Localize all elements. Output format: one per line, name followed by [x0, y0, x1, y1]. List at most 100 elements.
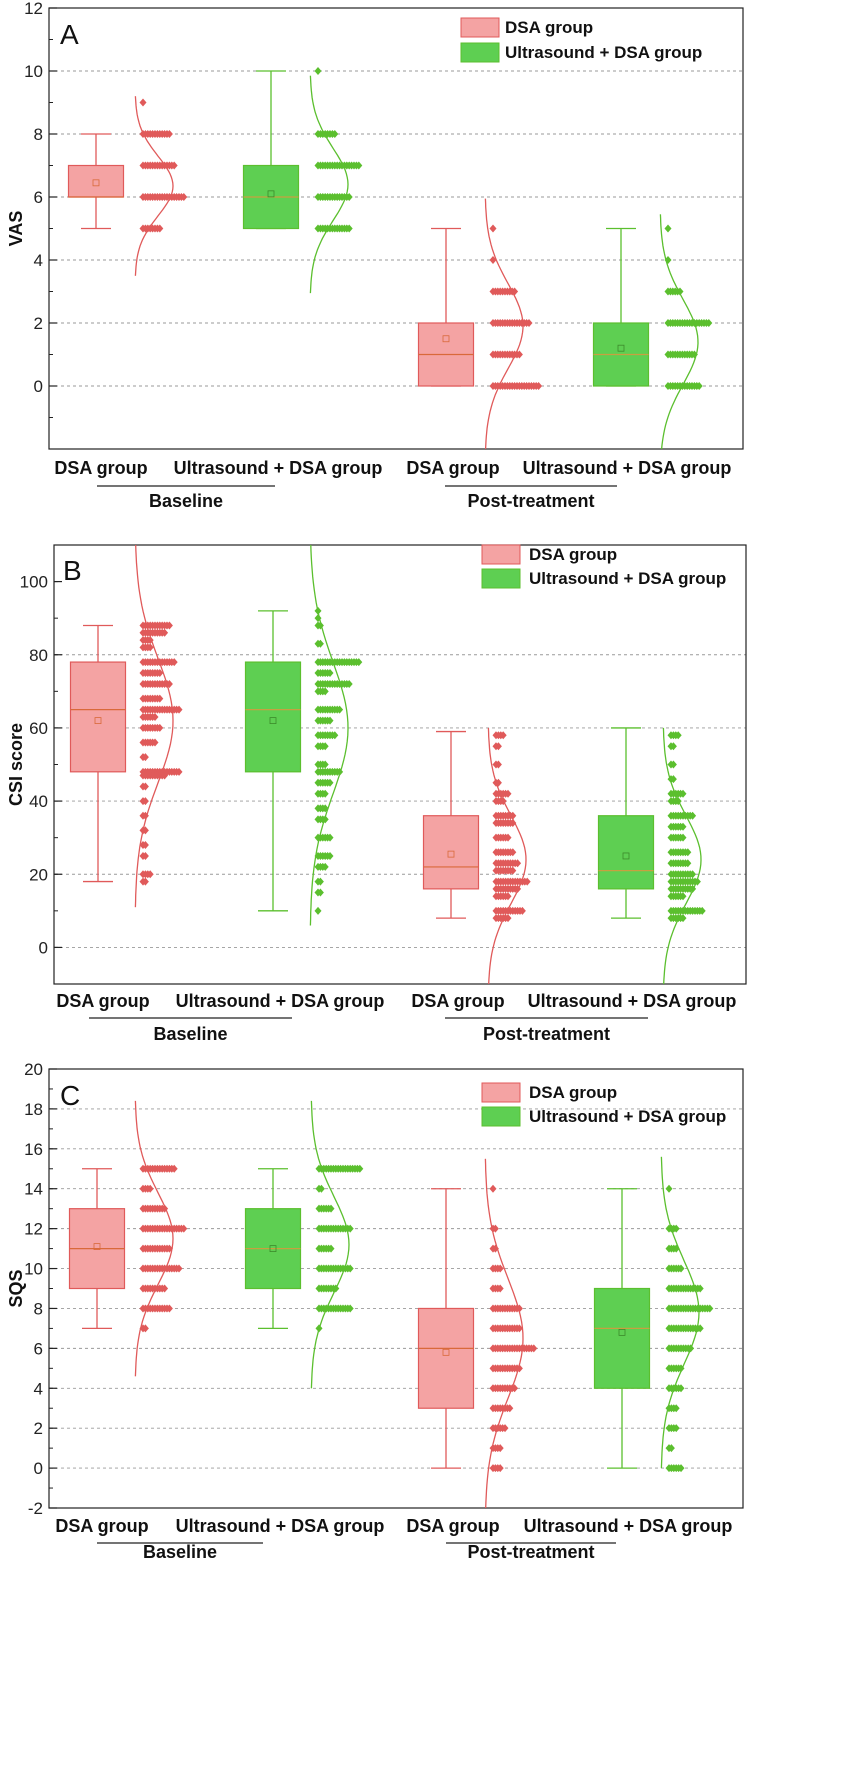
data-point	[696, 1284, 704, 1293]
data-point	[141, 797, 149, 806]
data-point	[141, 753, 149, 762]
density-curve	[309, 544, 349, 926]
data-point	[161, 628, 169, 637]
data-point	[491, 1224, 499, 1233]
data-point	[504, 892, 512, 901]
data-point	[170, 658, 178, 667]
y-tick-label: 4	[34, 1379, 43, 1398]
group-1	[69, 544, 183, 908]
y-tick-label: 10	[24, 1260, 43, 1279]
category-label: DSA group	[54, 458, 147, 478]
category-label: DSA group	[411, 991, 504, 1011]
data-point	[489, 1184, 497, 1193]
plot-frame	[53, 544, 747, 985]
density-curve	[310, 1100, 350, 1389]
data-point	[530, 1344, 538, 1353]
legend-label: DSA group	[529, 1083, 617, 1102]
category-label: DSA group	[56, 991, 149, 1011]
data-point	[170, 161, 178, 170]
data-point	[316, 639, 324, 648]
category-label: DSA group	[406, 1516, 499, 1536]
y-tick-label: 60	[29, 719, 48, 738]
mean-marker	[269, 1245, 277, 1252]
data-point	[496, 1284, 504, 1293]
data-point	[504, 789, 512, 798]
data-point	[345, 680, 353, 689]
timepoint-label: Post-treatment	[467, 1542, 594, 1562]
density-curve	[309, 75, 349, 294]
legend-label: Ultrasound + DSA group	[529, 1107, 726, 1126]
data-point	[321, 742, 329, 751]
data-point	[496, 1464, 504, 1473]
data-point	[489, 256, 497, 264]
box	[422, 815, 480, 890]
data-point	[151, 712, 159, 721]
data-point	[489, 224, 497, 233]
mean-marker	[269, 717, 277, 724]
category-label: Ultrasound + DSA group	[176, 1516, 385, 1536]
data-point	[327, 1244, 335, 1253]
data-point	[356, 1164, 364, 1173]
timepoint-label: Baseline	[149, 491, 223, 511]
data-point	[175, 767, 183, 776]
legend-label: DSA group	[505, 18, 593, 37]
group-3	[417, 1158, 538, 1509]
data-point	[331, 731, 339, 740]
data-point	[326, 669, 334, 678]
density-curve	[484, 198, 524, 450]
density-curve	[662, 727, 702, 985]
data-point	[165, 1304, 173, 1313]
data-point	[509, 848, 517, 857]
data-point	[321, 789, 329, 798]
y-axis-label: SQS	[6, 1269, 26, 1307]
mean-marker	[93, 1243, 101, 1250]
data-point	[156, 224, 164, 233]
data-point	[677, 1384, 685, 1393]
y-tick-label: 100	[20, 573, 48, 592]
density-curve	[660, 1156, 700, 1469]
data-point	[494, 760, 502, 769]
legend-label: Ultrasound + DSA group	[529, 569, 726, 588]
y-tick-label: 0	[34, 1459, 43, 1478]
data-point	[146, 870, 154, 879]
group-4	[593, 1156, 714, 1473]
data-point	[141, 782, 149, 791]
panel-c: -2 0 2 4 6 8 10 12 14 16 18 20 SQS C DSA group Ultrasou…	[6, 1060, 744, 1562]
data-point	[679, 914, 687, 923]
box	[69, 661, 127, 773]
data-point	[331, 130, 339, 138]
data-point	[170, 1164, 178, 1173]
data-point	[345, 193, 353, 201]
data-point	[326, 716, 334, 725]
y-tick-label: 0	[34, 377, 43, 396]
mean-marker	[618, 1329, 626, 1336]
data-point	[317, 1184, 325, 1193]
box	[417, 1307, 475, 1409]
timepoint-label: Baseline	[153, 1024, 227, 1044]
data-point	[689, 811, 697, 820]
data-point	[165, 621, 173, 630]
data-point	[509, 819, 517, 828]
data-point	[161, 1284, 169, 1293]
y-tick-label: 12	[24, 1220, 43, 1239]
data-point	[706, 1304, 714, 1313]
data-point	[679, 789, 687, 798]
data-point	[314, 67, 322, 75]
mean-marker	[442, 335, 450, 343]
data-point	[695, 382, 703, 390]
data-point	[156, 723, 164, 732]
data-point	[679, 833, 687, 842]
group-1	[67, 96, 188, 276]
data-point	[669, 760, 677, 769]
data-point	[496, 1264, 504, 1273]
legend-swatch-ultrasound-dsa	[481, 1106, 521, 1127]
y-tick-label: 8	[34, 1299, 43, 1318]
data-point	[141, 1324, 149, 1333]
data-point	[679, 822, 687, 831]
y-tick-label: 8	[34, 125, 43, 144]
data-point	[141, 840, 149, 849]
group-1	[68, 1100, 188, 1377]
data-point	[346, 1224, 354, 1233]
data-point	[151, 738, 159, 747]
density-curve	[487, 727, 527, 985]
